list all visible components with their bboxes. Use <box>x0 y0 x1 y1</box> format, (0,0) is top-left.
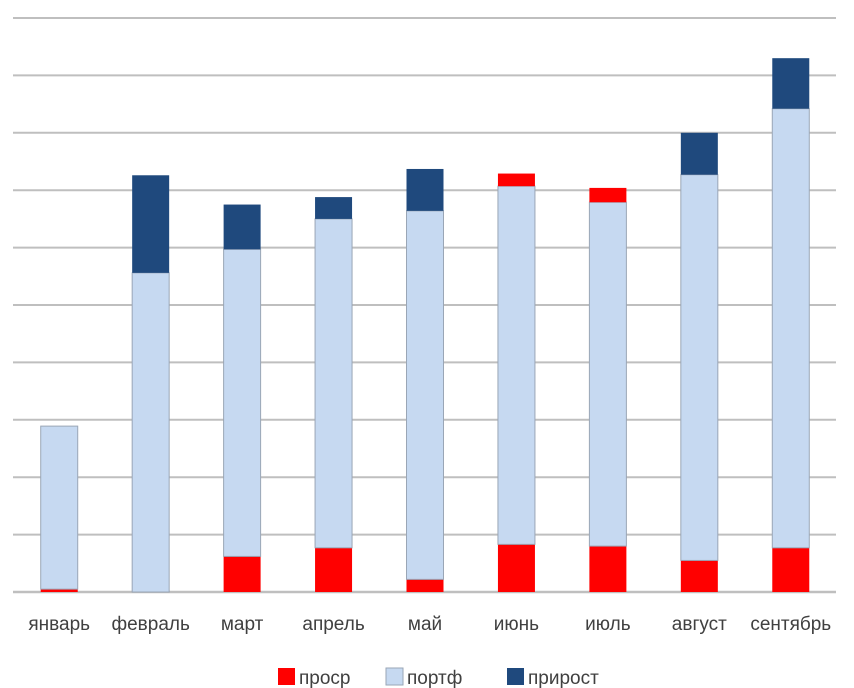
bar-segment-portf <box>680 174 719 561</box>
legend-label: проср <box>299 668 351 688</box>
bar-segment-portf <box>497 185 536 545</box>
bar-segment-portf <box>131 272 170 593</box>
x-tick-label: май <box>408 614 442 635</box>
bar-segment-prirost <box>132 175 170 273</box>
x-tick-label: апрель <box>302 614 364 635</box>
bar-segment-prosr <box>589 546 627 592</box>
bar-segment-portf <box>40 425 79 590</box>
legend-label: прирост <box>528 668 599 688</box>
bar-segment-prosr-top <box>497 173 535 187</box>
x-tick-label: июнь <box>494 614 539 635</box>
bar-segment-portf <box>406 210 444 580</box>
bar-segment-portf <box>223 248 262 557</box>
bar-segment-prosr-top <box>589 187 627 203</box>
legend-swatch <box>385 667 404 686</box>
x-axis-tick-labels: январь февраль март апрель май июнь июль август… <box>28 614 831 635</box>
x-tick-label: август <box>672 614 727 635</box>
bar-segment-portf <box>588 201 627 547</box>
bar-segment-prosr <box>406 579 444 592</box>
bar-segment-prirost <box>223 204 261 250</box>
x-tick-label: февраль <box>111 614 190 635</box>
bar-segment-prosr <box>223 556 261 592</box>
legend-label: портф <box>407 668 462 688</box>
x-tick-label: март <box>221 614 264 635</box>
legend-swatch <box>278 668 295 685</box>
bars <box>40 58 810 593</box>
bar-segment-prosr <box>772 547 810 592</box>
legend-swatch <box>507 668 524 685</box>
bar-segment-prirost <box>406 168 444 211</box>
bar-segment-prosr <box>680 560 718 592</box>
legend: проср портф прирост <box>278 667 599 688</box>
bar-segment-prirost <box>772 58 810 109</box>
bar-segment-prosr <box>497 544 535 592</box>
bar-segment-portf <box>771 108 810 549</box>
bar-segment-prosr <box>315 547 353 592</box>
x-tick-label: январь <box>28 614 90 635</box>
bar-segment-portf <box>314 218 353 549</box>
x-tick-label: июль <box>585 614 631 635</box>
bar-segment-prirost <box>315 197 353 219</box>
bar-segment-prirost <box>680 132 718 175</box>
x-tick-label: сентябрь <box>750 614 831 635</box>
bar-segment-prosr <box>40 589 78 592</box>
